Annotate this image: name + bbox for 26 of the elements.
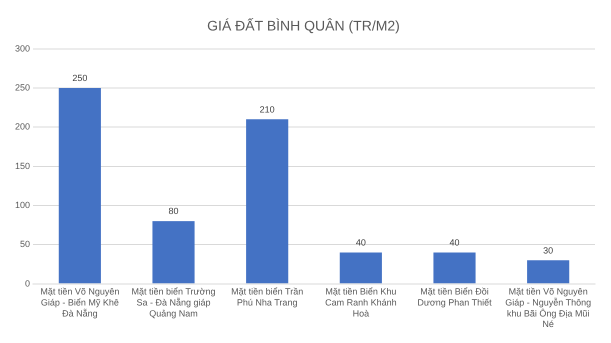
x-tick-label: Mặt tiền Võ Nguyên Giáp - Nguyễn Thông khu Bãi Ông Địa Mũi Né bbox=[505, 286, 592, 330]
chart-title: GIÁ ĐẤT BÌNH QUÂN (TR/M2) bbox=[207, 17, 400, 34]
x-tick-label: Mặt tiền biển Trường Sa - Đà Nẵng giáp Quảng Nam bbox=[132, 286, 216, 318]
x-tick-label: Mặt tiền Biển Khu Cam Ranh Khánh Hoà bbox=[325, 286, 397, 318]
y-tick-label: 150 bbox=[14, 160, 30, 171]
bar bbox=[340, 252, 382, 284]
data-label: 210 bbox=[260, 104, 275, 114]
x-tick-label: Mặt tiền biển Trần Phú Nha Trang bbox=[231, 286, 304, 308]
y-tick-label: 250 bbox=[14, 82, 30, 92]
y-tick-label: 100 bbox=[14, 200, 30, 210]
bar bbox=[152, 221, 195, 284]
x-tick-label: Mặt tiền Biển Đồi Dương Phan Thiết bbox=[417, 286, 492, 308]
bar bbox=[58, 88, 101, 284]
y-tick-label: 200 bbox=[14, 122, 30, 132]
bar bbox=[433, 252, 476, 284]
data-label: 80 bbox=[168, 206, 179, 216]
y-tick-label: 0 bbox=[25, 278, 30, 288]
data-label: 40 bbox=[449, 237, 460, 248]
data-label: 250 bbox=[72, 72, 88, 83]
y-tick-label: 50 bbox=[20, 239, 30, 250]
bar bbox=[246, 119, 288, 284]
x-tick-label: Mặt tiền Võ Nguyên Giáp - Biển Mỹ Khê Đà Nẵng bbox=[40, 286, 120, 318]
data-label: 30 bbox=[543, 245, 554, 256]
bar bbox=[527, 260, 570, 284]
y-tick-label: 300 bbox=[14, 43, 30, 54]
data-label: 40 bbox=[356, 237, 366, 248]
